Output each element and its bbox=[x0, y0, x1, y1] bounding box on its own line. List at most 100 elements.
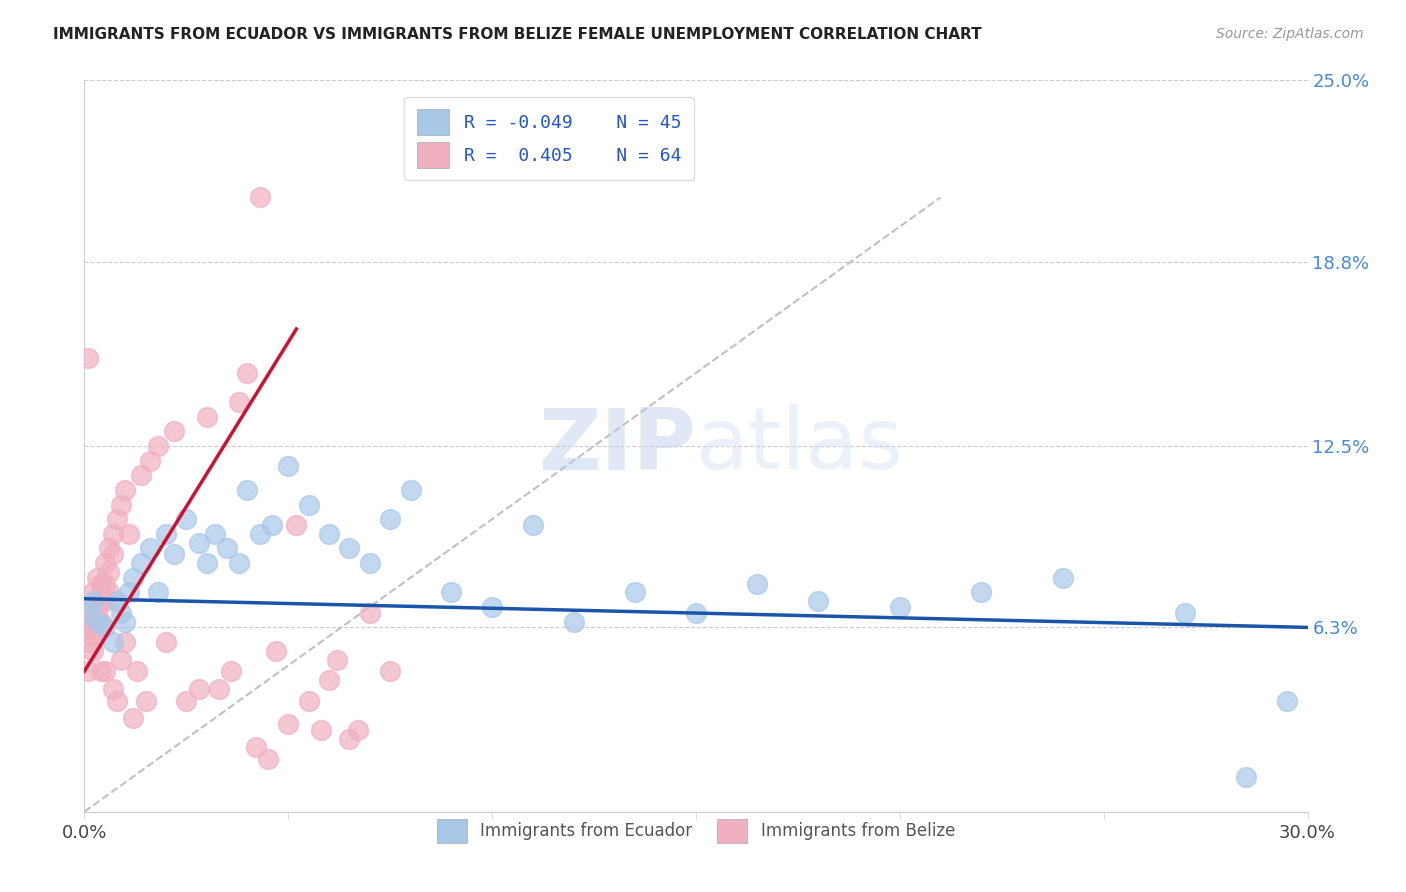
Point bbox=[146, 585, 169, 599]
Point bbox=[118, 526, 141, 541]
Point bbox=[399, 483, 422, 497]
Point bbox=[155, 635, 177, 649]
Text: Source: ZipAtlas.com: Source: ZipAtlas.com bbox=[1216, 27, 1364, 41]
Point bbox=[318, 526, 340, 541]
Point bbox=[163, 547, 186, 561]
Point bbox=[155, 526, 177, 541]
Point bbox=[1174, 606, 1197, 620]
Point bbox=[101, 635, 124, 649]
Point bbox=[135, 693, 157, 707]
Point bbox=[245, 740, 267, 755]
Point bbox=[77, 606, 100, 620]
Text: ZIP: ZIP bbox=[538, 404, 696, 488]
Point bbox=[101, 681, 124, 696]
Point bbox=[236, 483, 259, 497]
Point bbox=[97, 585, 120, 599]
Point bbox=[90, 665, 112, 679]
Point bbox=[359, 556, 381, 570]
Point bbox=[217, 541, 239, 556]
Point bbox=[138, 453, 160, 467]
Point bbox=[93, 620, 115, 634]
Point bbox=[195, 556, 218, 570]
Point bbox=[339, 541, 361, 556]
Point bbox=[77, 606, 100, 620]
Point bbox=[522, 518, 544, 533]
Point bbox=[277, 459, 299, 474]
Point bbox=[228, 395, 250, 409]
Text: IMMIGRANTS FROM ECUADOR VS IMMIGRANTS FROM BELIZE FEMALE UNEMPLOYMENT CORRELATIO: IMMIGRANTS FROM ECUADOR VS IMMIGRANTS FR… bbox=[53, 27, 981, 42]
Point bbox=[105, 512, 128, 526]
Point bbox=[277, 717, 299, 731]
Point bbox=[807, 594, 830, 608]
Point bbox=[1277, 693, 1299, 707]
Point bbox=[82, 594, 104, 608]
Point bbox=[138, 541, 160, 556]
Point bbox=[105, 693, 128, 707]
Point bbox=[110, 498, 132, 512]
Point bbox=[101, 526, 124, 541]
Point bbox=[77, 665, 100, 679]
Point bbox=[249, 526, 271, 541]
Point bbox=[114, 615, 136, 629]
Point bbox=[298, 498, 321, 512]
Point bbox=[86, 606, 108, 620]
Point bbox=[90, 615, 112, 629]
Point bbox=[82, 629, 104, 643]
Point bbox=[219, 665, 242, 679]
Point bbox=[93, 665, 115, 679]
Point bbox=[101, 547, 124, 561]
Point bbox=[90, 594, 112, 608]
Point bbox=[624, 585, 647, 599]
Point bbox=[249, 190, 271, 204]
Point bbox=[77, 635, 100, 649]
Point bbox=[174, 512, 197, 526]
Point bbox=[174, 693, 197, 707]
Point bbox=[82, 585, 104, 599]
Point bbox=[77, 351, 100, 366]
Point bbox=[163, 425, 186, 439]
Point bbox=[260, 518, 283, 533]
Point bbox=[86, 571, 108, 585]
Point bbox=[114, 635, 136, 649]
Point bbox=[146, 439, 169, 453]
Point bbox=[131, 468, 153, 483]
Point bbox=[309, 723, 332, 737]
Point bbox=[93, 594, 115, 608]
Point bbox=[82, 615, 104, 629]
Text: atlas: atlas bbox=[696, 404, 904, 488]
Point bbox=[82, 644, 104, 658]
Point bbox=[1052, 571, 1074, 585]
Point bbox=[228, 556, 250, 570]
Point bbox=[1236, 770, 1258, 784]
Point bbox=[208, 681, 231, 696]
Point bbox=[440, 585, 463, 599]
Point bbox=[110, 652, 132, 666]
Point bbox=[86, 594, 108, 608]
Point bbox=[118, 585, 141, 599]
Point bbox=[195, 409, 218, 424]
Point bbox=[122, 571, 145, 585]
Point bbox=[110, 606, 132, 620]
Point bbox=[77, 624, 100, 638]
Point bbox=[122, 711, 145, 725]
Point bbox=[339, 731, 361, 746]
Point bbox=[86, 615, 108, 629]
Point bbox=[236, 366, 259, 380]
Point bbox=[204, 526, 226, 541]
Point bbox=[298, 693, 321, 707]
Point bbox=[346, 723, 368, 737]
Point bbox=[747, 576, 769, 591]
Point bbox=[93, 576, 115, 591]
Point bbox=[86, 624, 108, 638]
Point bbox=[285, 518, 308, 533]
Point bbox=[318, 673, 340, 687]
Point bbox=[970, 585, 993, 599]
Point bbox=[481, 599, 503, 614]
Point bbox=[97, 565, 120, 579]
Point bbox=[82, 599, 104, 614]
Point bbox=[889, 599, 911, 614]
Point bbox=[93, 556, 115, 570]
Point bbox=[380, 512, 402, 526]
Point bbox=[90, 576, 112, 591]
Point bbox=[326, 652, 349, 666]
